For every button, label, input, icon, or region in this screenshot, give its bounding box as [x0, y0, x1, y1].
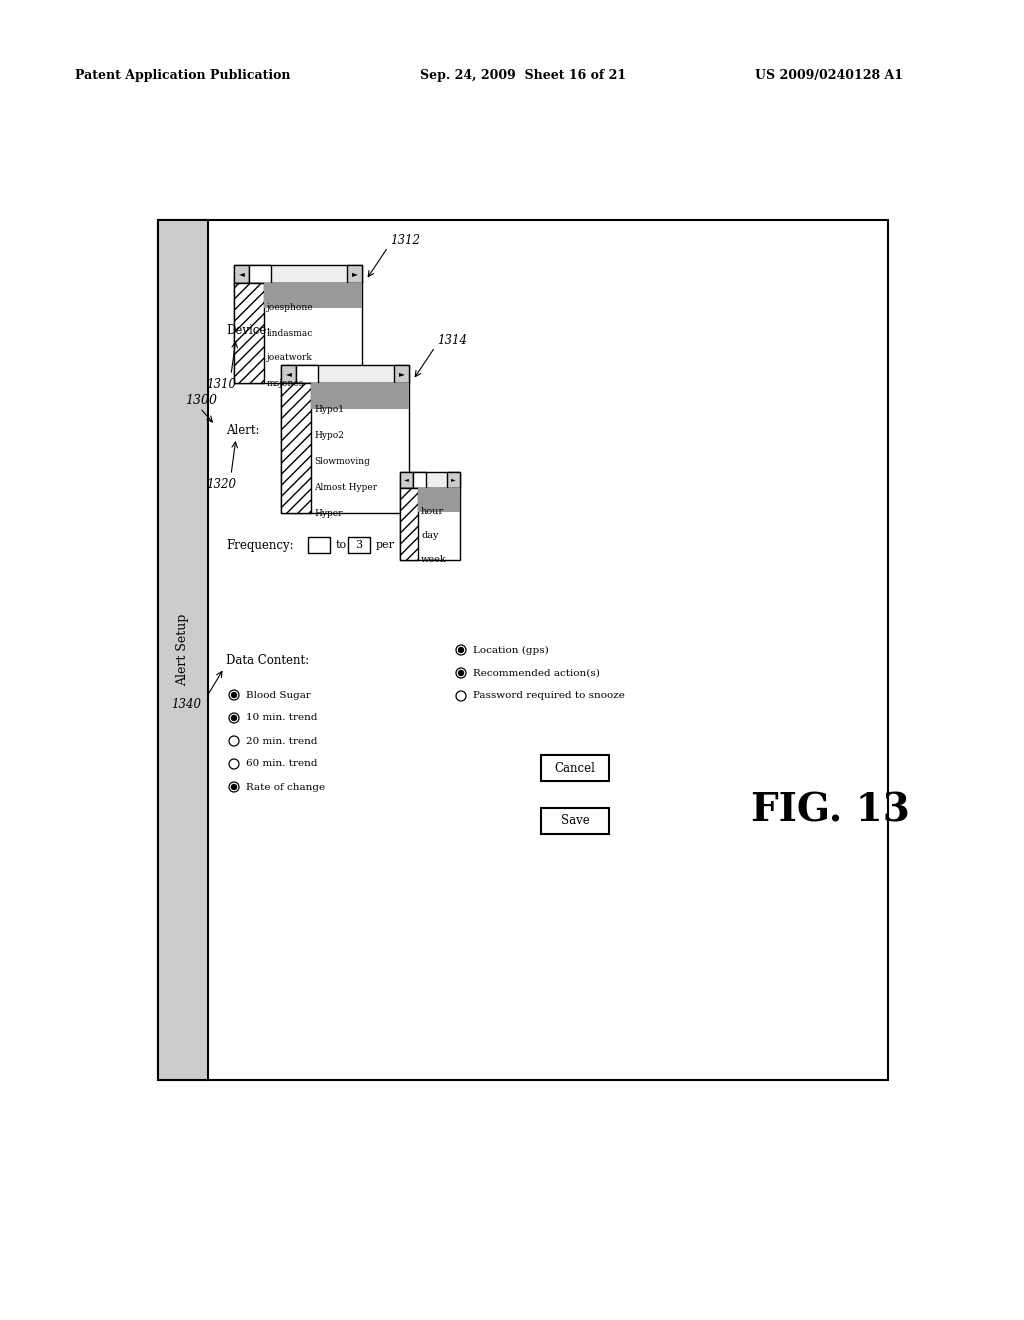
Text: ◄: ◄: [404, 478, 409, 483]
Text: 1312: 1312: [390, 234, 420, 247]
Text: Hyper: Hyper: [314, 508, 342, 517]
Text: per: per: [376, 540, 395, 550]
Text: to: to: [336, 540, 347, 550]
Bar: [400, 473, 460, 488]
Text: Alert Setup: Alert Setup: [176, 614, 189, 686]
Text: Hypo1: Hypo1: [314, 404, 344, 413]
Text: Recommended action(s): Recommended action(s): [473, 668, 600, 677]
Bar: [348, 537, 370, 553]
Text: Data Content:: Data Content:: [226, 653, 309, 667]
Bar: [394, 366, 409, 383]
Bar: [308, 537, 330, 553]
Text: ►: ►: [351, 269, 357, 279]
Bar: [418, 488, 460, 512]
Bar: [413, 473, 426, 488]
Bar: [281, 366, 296, 383]
Bar: [158, 220, 888, 1080]
Bar: [400, 473, 413, 488]
Bar: [234, 265, 362, 282]
Bar: [234, 282, 264, 383]
Text: joesphone: joesphone: [267, 304, 313, 313]
Bar: [281, 366, 409, 383]
Bar: [447, 473, 460, 488]
Text: 1320: 1320: [206, 479, 236, 491]
Bar: [264, 282, 362, 308]
Circle shape: [459, 671, 464, 676]
Circle shape: [459, 648, 464, 652]
Text: 1310: 1310: [206, 379, 236, 392]
Bar: [311, 383, 409, 409]
Text: 1314: 1314: [437, 334, 467, 346]
Text: ►: ►: [398, 370, 404, 379]
Text: Rate of change: Rate of change: [246, 783, 326, 792]
Text: 1300: 1300: [185, 393, 217, 407]
Bar: [400, 488, 418, 560]
Text: day: day: [421, 532, 438, 540]
Bar: [249, 265, 271, 282]
Text: Frequency:: Frequency:: [226, 539, 294, 552]
Text: ◄: ◄: [239, 269, 245, 279]
Bar: [541, 808, 609, 834]
Bar: [400, 488, 460, 560]
Circle shape: [231, 784, 237, 789]
Text: lindasmac: lindasmac: [267, 329, 313, 338]
Text: Password required to snooze: Password required to snooze: [473, 692, 625, 701]
Bar: [281, 383, 311, 513]
Text: 1340: 1340: [171, 698, 201, 711]
Bar: [296, 366, 318, 383]
Text: Device:: Device:: [226, 323, 270, 337]
Text: 20 min. trend: 20 min. trend: [246, 737, 317, 746]
Text: US 2009/0240128 A1: US 2009/0240128 A1: [755, 69, 903, 82]
Text: 3: 3: [355, 540, 362, 550]
Text: Save: Save: [560, 814, 590, 828]
Bar: [158, 220, 208, 1080]
Text: Slowmoving: Slowmoving: [314, 457, 370, 466]
Text: joeatwork: joeatwork: [267, 354, 312, 363]
Text: week: week: [421, 556, 446, 565]
Text: FIG. 13: FIG. 13: [751, 791, 909, 829]
Text: 60 min. trend: 60 min. trend: [246, 759, 317, 768]
Circle shape: [231, 693, 237, 697]
Text: Blood Sugar: Blood Sugar: [246, 690, 311, 700]
Text: msjones: msjones: [267, 379, 304, 388]
Text: Location (gps): Location (gps): [473, 645, 549, 655]
Text: Almost Hyper: Almost Hyper: [314, 483, 377, 491]
Text: 10 min. trend: 10 min. trend: [246, 714, 317, 722]
Circle shape: [231, 715, 237, 721]
Bar: [281, 383, 409, 513]
Text: ◄: ◄: [286, 370, 292, 379]
Text: Alert:: Alert:: [226, 424, 259, 437]
Text: hour: hour: [421, 507, 444, 516]
Bar: [541, 755, 609, 781]
Text: Cancel: Cancel: [555, 762, 595, 775]
Text: Sep. 24, 2009  Sheet 16 of 21: Sep. 24, 2009 Sheet 16 of 21: [420, 69, 626, 82]
Text: ►: ►: [452, 478, 456, 483]
Text: Hypo2: Hypo2: [314, 430, 344, 440]
Text: Patent Application Publication: Patent Application Publication: [75, 69, 291, 82]
Bar: [347, 265, 362, 282]
Bar: [234, 265, 249, 282]
Bar: [234, 282, 362, 383]
